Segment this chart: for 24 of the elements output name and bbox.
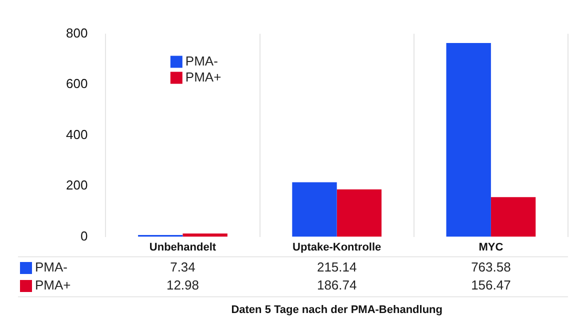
- text: Daten 5 Tage nach der PMA-Behandlung: [231, 304, 442, 316]
- data-label: 12.98: [166, 277, 200, 292]
- data-label: 763.58: [471, 259, 511, 274]
- text: PMA+: [35, 277, 71, 292]
- y-tick-label: 0: [80, 228, 88, 244]
- y-tick-label: 800: [66, 25, 88, 40]
- y-tick-label: 400: [66, 126, 88, 142]
- text: PMA-: [35, 259, 68, 274]
- x-tick-label: MYC: [478, 241, 504, 254]
- bar: [336, 189, 382, 237]
- bar: [490, 197, 536, 237]
- bar: [182, 234, 228, 237]
- data-label: 156.47: [471, 277, 511, 292]
- y-tick-label: 600: [66, 76, 88, 92]
- bar: [446, 43, 491, 237]
- x-tick-label: Uptake-Kontrolle: [292, 241, 382, 254]
- bar: [292, 182, 337, 237]
- data-label: 215.14: [316, 259, 357, 274]
- legend-label: PMA+: [185, 69, 222, 84]
- data-label: 186.74: [316, 277, 357, 292]
- x-tick-label: Unbehandelt: [149, 241, 216, 254]
- y-tick-label: 200: [66, 178, 88, 193]
- data-label: 7.34: [170, 259, 196, 274]
- legend-label: PMA-: [185, 53, 218, 68]
